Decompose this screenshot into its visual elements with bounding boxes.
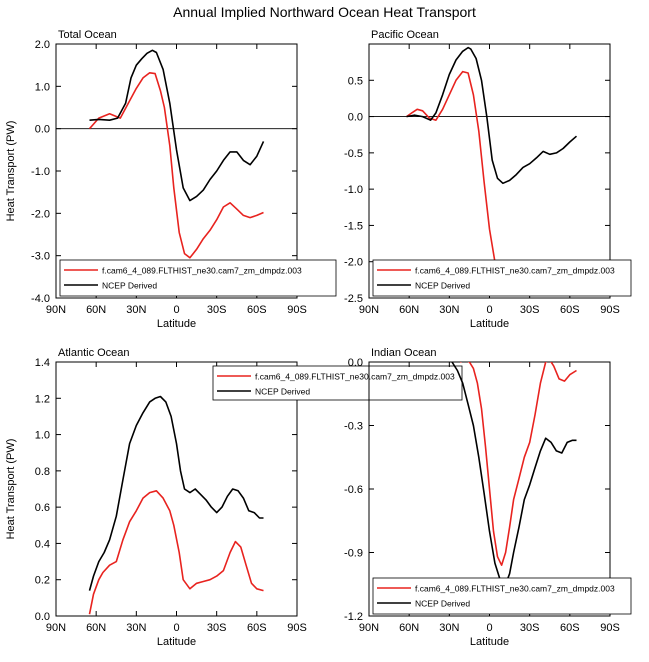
- x-tick-label-indian-ocean: 90S: [600, 622, 620, 634]
- y-tick-label-indian-ocean: -0.9: [344, 548, 363, 560]
- x-tick-label-pacific-ocean: 90N: [359, 304, 379, 316]
- y-tick-label-total-ocean: 1.0: [35, 81, 50, 93]
- series-line-ncep-derived-indian-ocean: [451, 362, 577, 586]
- legend-total-ocean: f.cam6_4_089.FLTHIST_ne30.cam7_zm_dmpdz.…: [59, 259, 337, 297]
- x-tick-label-pacific-ocean: 0: [486, 304, 492, 316]
- y-tick-label-pacific-ocean: -0.5: [344, 148, 363, 160]
- x-tick-label-total-ocean: 0: [173, 304, 179, 316]
- y-tick-label-total-ocean: -2.0: [31, 208, 50, 220]
- legend-label-ncep-derived-pacific-ocean: NCEP Derived: [415, 281, 470, 291]
- y-axis-label-atlantic-ocean: Heat Transport (PW): [5, 439, 17, 540]
- x-axis-label-atlantic-ocean: Latitude: [157, 636, 196, 648]
- x-tick-label-total-ocean: 60N: [86, 304, 106, 316]
- y-tick-label-atlantic-ocean: 1.0: [35, 430, 50, 442]
- y-tick-label-pacific-ocean: 0.5: [348, 75, 363, 87]
- legend-atlantic-ocean: f.cam6_4_089.FLTHIST_ne30.cam7_zm_dmpdz.…: [212, 365, 463, 401]
- x-tick-label-indian-ocean: 90N: [359, 622, 379, 634]
- y-tick-label-indian-ocean: -1.2: [344, 611, 363, 623]
- x-tick-label-indian-ocean: 30N: [439, 622, 459, 634]
- y-tick-label-atlantic-ocean: 0.6: [35, 502, 50, 514]
- y-tick-label-total-ocean: -1.0: [31, 166, 50, 178]
- panel-title-pacific-ocean: Pacific Ocean: [371, 29, 439, 41]
- y-tick-label-indian-ocean: -0.3: [344, 421, 363, 433]
- y-tick-label-atlantic-ocean: 0.0: [35, 611, 50, 623]
- y-tick-label-atlantic-ocean: 1.2: [35, 393, 50, 405]
- series-line-f-cam6-4-089-flthist-ne30-cam7-zm-dmpdz-003-atlantic-ocean: [88, 490, 264, 615]
- x-tick-label-atlantic-ocean: 90S: [287, 622, 307, 634]
- x-tick-label-indian-ocean: 0: [486, 622, 492, 634]
- legend-box-indian-ocean: [372, 577, 632, 615]
- panel-title-indian-ocean: Indian Ocean: [371, 347, 436, 359]
- series-line-f-cam6-4-089-flthist-ne30-cam7-zm-dmpdz-003-pacific-ocean: [406, 70, 577, 281]
- legend-label-f-cam6-4-089-flthist-ne30-cam7-zm-dmpdz-003-pacific-ocean: f.cam6_4_089.FLTHIST_ne30.cam7_zm_dmpdz.…: [415, 266, 615, 276]
- legend-box-pacific-ocean: [372, 259, 632, 297]
- panel-title-atlantic-ocean: Atlantic Ocean: [58, 347, 130, 359]
- x-tick-label-pacific-ocean: 90S: [600, 304, 620, 316]
- panel-title-total-ocean: Total Ocean: [58, 29, 117, 41]
- legend-box-total-ocean: [59, 259, 337, 297]
- x-tick-label-indian-ocean: 60N: [399, 622, 419, 634]
- x-tick-label-total-ocean: 90N: [46, 304, 66, 316]
- x-tick-label-total-ocean: 60S: [247, 304, 267, 316]
- x-tick-label-pacific-ocean: 60N: [399, 304, 419, 316]
- series-line-ncep-derived-pacific-ocean: [406, 46, 578, 185]
- series-line-ncep-derived-atlantic-ocean: [88, 395, 264, 591]
- legend-label-f-cam6-4-089-flthist-ne30-cam7-zm-dmpdz-003-indian-ocean: f.cam6_4_089.FLTHIST_ne30.cam7_zm_dmpdz.…: [415, 584, 615, 594]
- y-tick-label-pacific-ocean: -1.5: [344, 220, 363, 232]
- x-axis-label-indian-ocean: Latitude: [470, 636, 509, 648]
- legend-pacific-ocean: f.cam6_4_089.FLTHIST_ne30.cam7_zm_dmpdz.…: [372, 259, 632, 297]
- y-tick-label-pacific-ocean: -2.5: [344, 293, 363, 305]
- x-tick-label-atlantic-ocean: 60N: [86, 622, 106, 634]
- y-tick-label-atlantic-ocean: 0.4: [35, 538, 50, 550]
- y-axis-label-total-ocean: Heat Transport (PW): [5, 121, 17, 222]
- y-tick-label-pacific-ocean: 0.0: [348, 112, 363, 124]
- x-tick-label-indian-ocean: 30S: [520, 622, 540, 634]
- y-tick-label-total-ocean: 0.0: [35, 124, 50, 136]
- x-tick-label-pacific-ocean: 30S: [520, 304, 540, 316]
- y-tick-label-indian-ocean: 0.0: [348, 357, 363, 369]
- x-axis-label-pacific-ocean: Latitude: [470, 318, 509, 330]
- y-tick-label-atlantic-ocean: 0.8: [35, 466, 50, 478]
- y-tick-label-atlantic-ocean: 1.4: [35, 357, 50, 369]
- x-tick-label-atlantic-ocean: 0: [173, 622, 179, 634]
- y-tick-label-indian-ocean: -0.6: [344, 484, 363, 496]
- legend-label-ncep-derived-indian-ocean: NCEP Derived: [415, 599, 470, 609]
- x-tick-label-pacific-ocean: 60S: [560, 304, 580, 316]
- x-tick-label-pacific-ocean: 30N: [439, 304, 459, 316]
- series-line-f-cam6-4-089-flthist-ne30-cam7-zm-dmpdz-003-indian-ocean: [460, 362, 577, 566]
- panel-pacific-ocean: Pacific Ocean -2.5 -2.0 -1.5 -1.0 -0.5 0.0 0.5 9…: [344, 29, 632, 330]
- figure-title: Annual Implied Northward Ocean Heat Tran…: [173, 4, 476, 20]
- y-tick-label-total-ocean: -4.0: [31, 293, 50, 305]
- x-tick-label-atlantic-ocean: 30N: [126, 622, 146, 634]
- y-tick-label-total-ocean: 2.0: [35, 39, 50, 51]
- x-tick-label-indian-ocean: 60S: [560, 622, 580, 634]
- panel-total-ocean: Total Ocean -4.0 -3.0 -2.0 -1.0 0.0 1.0 2.0 90N 6…: [5, 29, 337, 330]
- x-tick-label-total-ocean: 90S: [287, 304, 307, 316]
- x-tick-label-atlantic-ocean: 60S: [247, 622, 267, 634]
- y-tick-label-pacific-ocean: -2.0: [344, 257, 363, 269]
- x-tick-label-total-ocean: 30N: [126, 304, 146, 316]
- legend-label-ncep-derived-atlantic-ocean: NCEP Derived: [255, 387, 310, 397]
- x-axis-label-total-ocean: Latitude: [157, 318, 196, 330]
- x-tick-label-total-ocean: 30S: [207, 304, 227, 316]
- legend-label-ncep-derived-total-ocean: NCEP Derived: [102, 281, 157, 291]
- x-tick-label-atlantic-ocean: 90N: [46, 622, 66, 634]
- y-tick-label-atlantic-ocean: 0.2: [35, 575, 50, 587]
- legend-label-f-cam6-4-089-flthist-ne30-cam7-zm-dmpdz-003-total-ocean: f.cam6_4_089.FLTHIST_ne30.cam7_zm_dmpdz.…: [102, 266, 302, 276]
- panel-indian-ocean: Indian Ocean -1.2 -0.9 -0.6 -0.3 0.0 90N 60N 30N…: [344, 347, 632, 648]
- y-tick-label-total-ocean: -3.0: [31, 251, 50, 263]
- y-tick-label-pacific-ocean: -1.0: [344, 184, 363, 196]
- legend-label-f-cam6-4-089-flthist-ne30-cam7-zm-dmpdz-003-atlantic-ocean: f.cam6_4_089.FLTHIST_ne30.cam7_zm_dmpdz.…: [255, 372, 455, 382]
- series-line-ncep-derived-total-ocean: [89, 49, 265, 202]
- x-tick-label-atlantic-ocean: 30S: [207, 622, 227, 634]
- legend-indian-ocean: f.cam6_4_089.FLTHIST_ne30.cam7_zm_dmpdz.…: [372, 577, 632, 615]
- series-line-f-cam6-4-089-flthist-ne30-cam7-zm-dmpdz-003-total-ocean: [88, 72, 264, 259]
